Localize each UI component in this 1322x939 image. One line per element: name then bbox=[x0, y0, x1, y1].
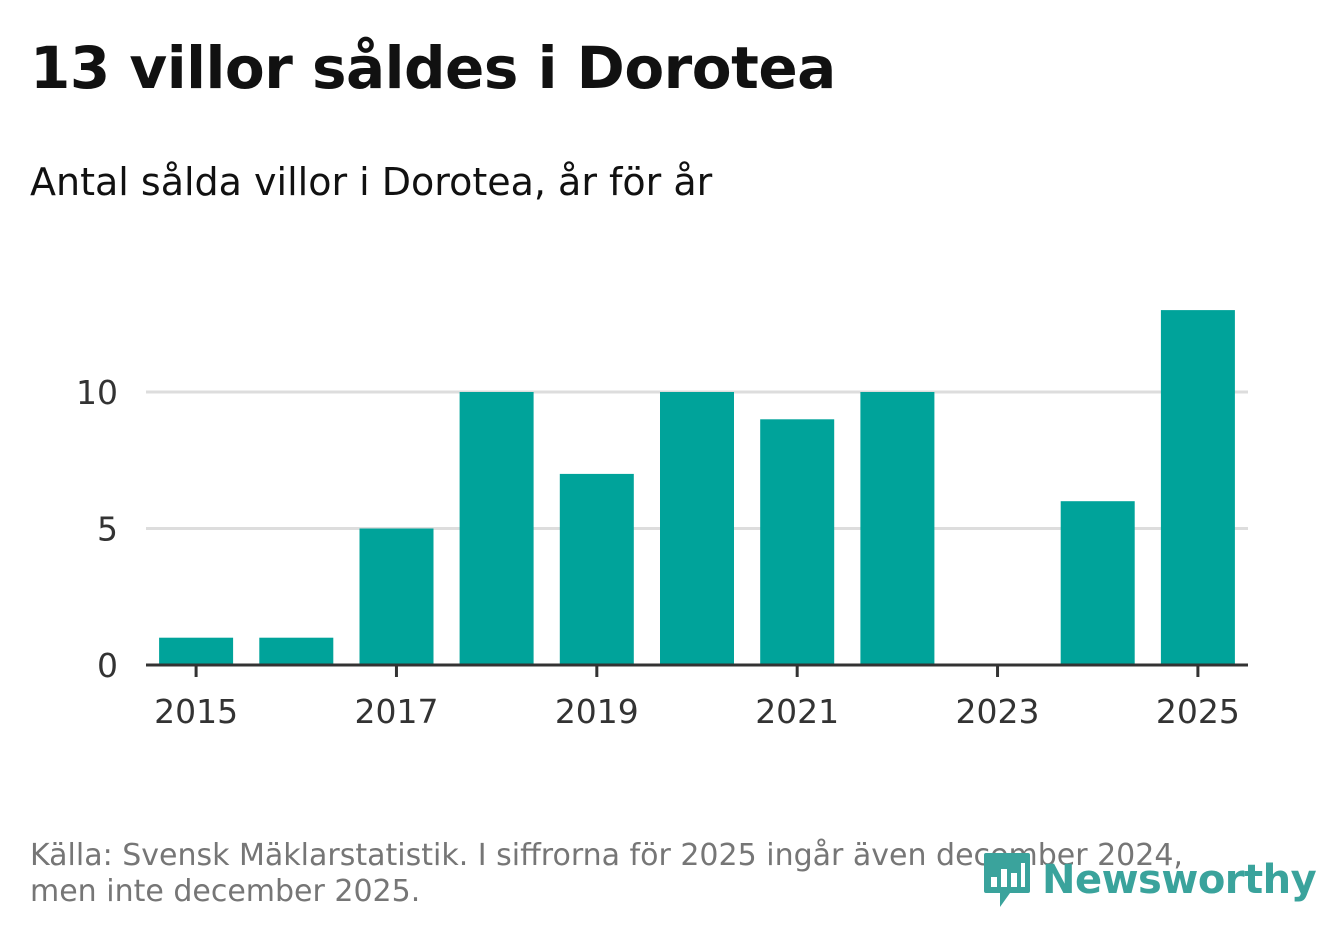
brand-logo: Newsworthy bbox=[980, 848, 1317, 912]
bar-2020 bbox=[660, 392, 734, 665]
bars bbox=[159, 310, 1235, 665]
bar-2017 bbox=[359, 528, 434, 665]
bar-2015 bbox=[159, 637, 234, 665]
bar-chart: 0 5 10 2015 2017 2019 2021 2023 2025 bbox=[76, 310, 1248, 731]
bar-2019 bbox=[559, 473, 634, 665]
newsworthy-bar-chart-icon bbox=[984, 853, 1030, 907]
source-line-2: men inte december 2025. bbox=[30, 874, 421, 909]
x-tick-label: 2017 bbox=[354, 692, 438, 731]
chart-title: 13 villor såldes i Dorotea bbox=[30, 34, 836, 102]
bar-2025 bbox=[1160, 310, 1235, 665]
y-axis-tick-labels: 0 5 10 bbox=[76, 373, 118, 685]
y-tick-label: 5 bbox=[97, 510, 118, 549]
x-tick-label: 2019 bbox=[555, 692, 639, 731]
x-axis bbox=[146, 663, 1248, 677]
bar-2021 bbox=[760, 419, 835, 665]
x-tick-label: 2025 bbox=[1156, 692, 1240, 731]
bar-2024 bbox=[1060, 501, 1135, 665]
x-tick-label: 2015 bbox=[154, 692, 238, 731]
bar-2016 bbox=[259, 637, 334, 665]
bar-2022 bbox=[860, 392, 935, 665]
chart-subtitle: Antal sålda villor i Dorotea, år för år bbox=[30, 160, 713, 204]
x-tick-label: 2021 bbox=[755, 692, 839, 731]
x-tick-label: 2023 bbox=[956, 692, 1040, 731]
brand-name: Newsworthy bbox=[1042, 857, 1317, 903]
y-tick-label: 0 bbox=[97, 646, 118, 685]
y-tick-label: 10 bbox=[76, 373, 118, 412]
x-axis-tick-labels: 2015 2017 2019 2021 2023 2025 bbox=[154, 692, 1240, 731]
bar-2018 bbox=[459, 392, 534, 665]
